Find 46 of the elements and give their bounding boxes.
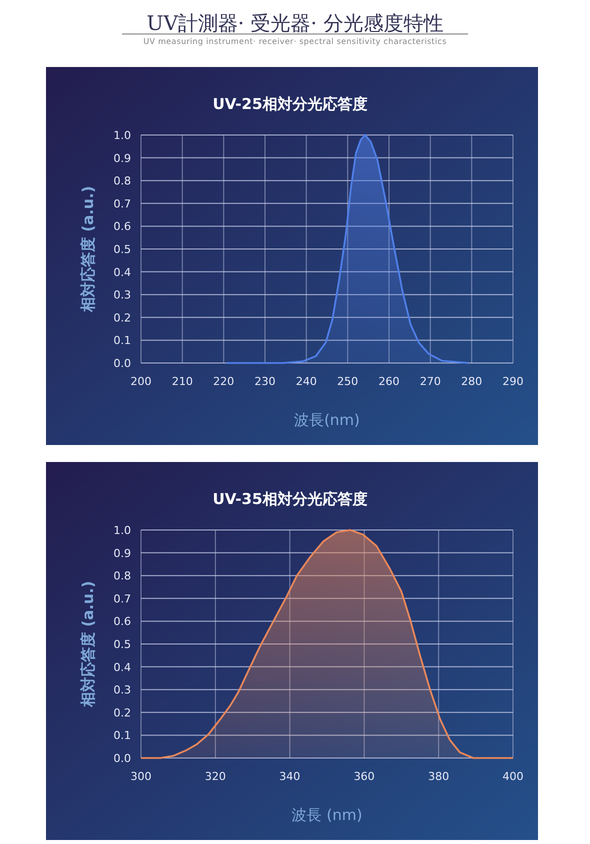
y-tick-label: 0.5 bbox=[114, 638, 131, 651]
x-tick-label: 260 bbox=[378, 375, 400, 388]
y-tick-label: 0.4 bbox=[114, 660, 131, 674]
x-tick-label: 240 bbox=[296, 375, 317, 388]
x-tick-label: 210 bbox=[172, 375, 193, 388]
y-axis-title: 相対応答度 (a.u.) bbox=[79, 186, 97, 314]
y-axis-title: 相対応答度 (a.u.) bbox=[79, 580, 97, 708]
y-tick-label: 0.1 bbox=[114, 334, 131, 348]
y-tick-label: 0.6 bbox=[114, 220, 131, 234]
y-tick-label: 0.0 bbox=[114, 357, 131, 370]
y-tick-label: 0.7 bbox=[114, 197, 131, 210]
y-tick-label: 0.9 bbox=[114, 152, 131, 165]
y-tick-label: 0.3 bbox=[114, 288, 131, 302]
chart-title: UV-25相対分光応答度 bbox=[212, 95, 368, 113]
x-tick-label: 290 bbox=[502, 375, 524, 388]
y-tick-label: 0.9 bbox=[114, 546, 131, 560]
x-axis-title: 波長(nm) bbox=[294, 411, 360, 429]
y-tick-label: 0.5 bbox=[114, 243, 131, 256]
y-tick-label: 0.1 bbox=[114, 729, 131, 742]
x-tick-label: 280 bbox=[461, 375, 482, 388]
chart-title: UV-35相対分光応答度 bbox=[212, 490, 368, 508]
x-tick-label: 360 bbox=[354, 770, 375, 783]
x-axis-title: 波長 (nm) bbox=[292, 806, 362, 824]
y-tick-label: 0.4 bbox=[114, 266, 131, 279]
y-tick-label: 0.3 bbox=[114, 684, 131, 697]
x-tick-label: 220 bbox=[213, 375, 234, 388]
x-tick-label: 250 bbox=[337, 375, 358, 388]
text: UV計測器· 受光器· 分光感度特性 bbox=[146, 11, 444, 35]
y-tick-label: 0.2 bbox=[114, 311, 131, 324]
x-tick-label: 300 bbox=[130, 770, 152, 783]
x-tick-label: 380 bbox=[428, 770, 450, 783]
x-tick-label: 230 bbox=[254, 375, 276, 388]
x-tick-label: 320 bbox=[204, 770, 226, 783]
y-tick-label: 0.2 bbox=[114, 706, 131, 720]
x-tick-label: 200 bbox=[130, 375, 152, 388]
y-tick-label: 1.0 bbox=[114, 129, 131, 142]
x-tick-label: 340 bbox=[279, 770, 300, 783]
y-tick-label: 1.0 bbox=[114, 524, 131, 537]
x-tick-label: 400 bbox=[502, 770, 524, 783]
y-tick-label: 0.8 bbox=[114, 174, 131, 188]
y-tick-label: 0.6 bbox=[114, 615, 131, 628]
y-tick-label: 0.0 bbox=[114, 752, 131, 765]
y-tick-label: 0.7 bbox=[114, 592, 131, 606]
x-tick-label: 270 bbox=[420, 375, 441, 388]
y-tick-label: 0.8 bbox=[114, 570, 131, 583]
text: UV measuring instrument· receiver· spectral sensitivity characteristics bbox=[143, 37, 447, 46]
